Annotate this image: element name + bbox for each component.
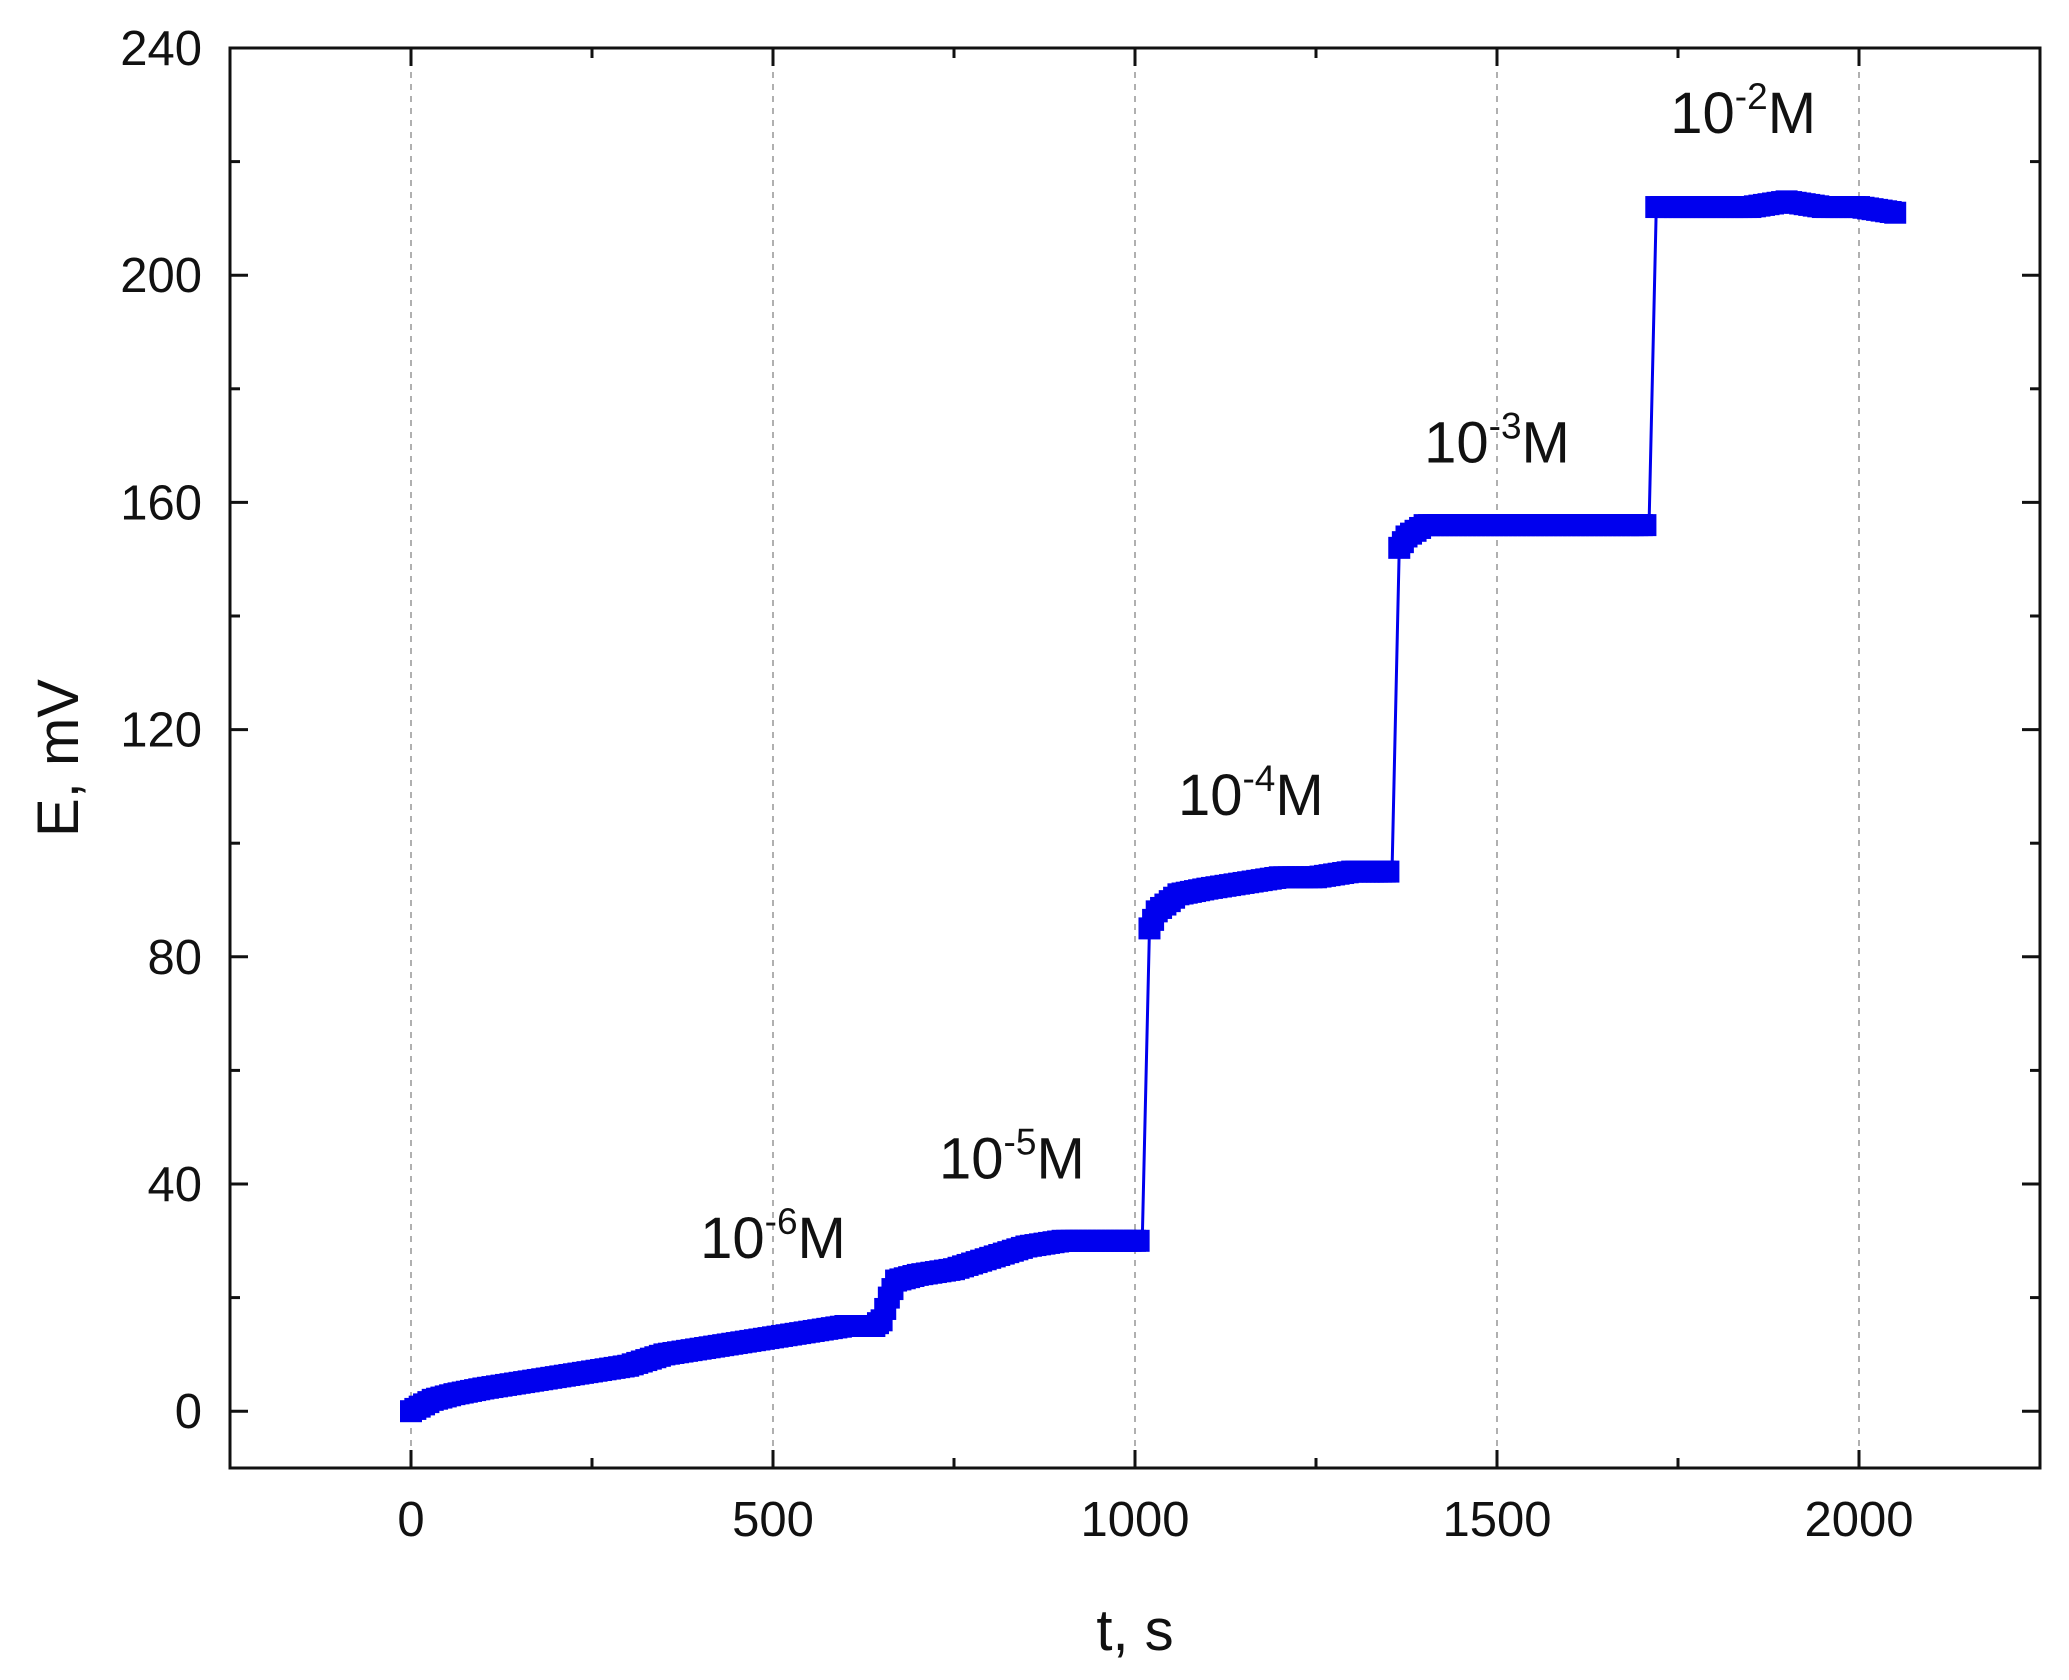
annotation-exponent: -6: [765, 1201, 798, 1242]
concentration-annotation: 10-4M: [1178, 758, 1324, 828]
data-point: [1634, 514, 1657, 537]
annotation-unit: M: [1768, 81, 1816, 146]
annotation-unit: M: [1275, 763, 1323, 828]
x-tick-label: 0: [397, 1493, 424, 1547]
annotation-base: 10: [1670, 81, 1735, 146]
data-point: [1127, 1229, 1150, 1252]
annotation-base: 10: [1424, 411, 1489, 476]
data-point: [1884, 201, 1907, 224]
annotation-exponent: -4: [1242, 758, 1275, 799]
y-tick-label: 80: [147, 931, 202, 985]
y-tick-label: 40: [147, 1158, 202, 1212]
data-layer: [400, 190, 1907, 1423]
label-layer: 0 500 1000 1500 2000 0 40 80 120 160 200 240: [120, 22, 1913, 1547]
annotation-base: 10: [1178, 763, 1243, 828]
x-tick-label: 1500: [1442, 1493, 1551, 1547]
y-tick-label: 240: [120, 22, 202, 76]
annotation-exponent: -5: [1004, 1121, 1037, 1162]
y-tick-label: 0: [175, 1385, 202, 1439]
x-tick-label: 2000: [1804, 1493, 1913, 1547]
annotation-unit: M: [1522, 411, 1570, 476]
x-tick-label: 500: [732, 1493, 814, 1547]
x-axis-title: t, s: [1096, 1598, 1173, 1663]
concentration-annotation: 10-6M: [700, 1201, 846, 1271]
y-tick-label: 160: [120, 476, 202, 530]
y-tick-label: 200: [120, 249, 202, 303]
annotation-base: 10: [700, 1206, 765, 1271]
y-tick-label: 120: [120, 704, 202, 758]
concentration-annotation: 10-5M: [939, 1121, 1085, 1191]
concentration-annotation: 10-2M: [1670, 76, 1816, 146]
y-axis-title: E, mV: [26, 679, 91, 837]
annotation-unit: M: [1036, 1126, 1084, 1191]
grid-layer: [410, 48, 1860, 1468]
annotation-exponent: -2: [1735, 76, 1768, 117]
tick-layer: [228, 46, 2042, 1468]
annotation-base: 10: [939, 1126, 1004, 1191]
annotation-unit: M: [798, 1206, 846, 1271]
data-point: [1377, 860, 1400, 883]
annotation-exponent: -3: [1489, 406, 1522, 447]
concentration-annotation: 10-3M: [1424, 406, 1570, 476]
x-tick-label: 1000: [1080, 1493, 1189, 1547]
